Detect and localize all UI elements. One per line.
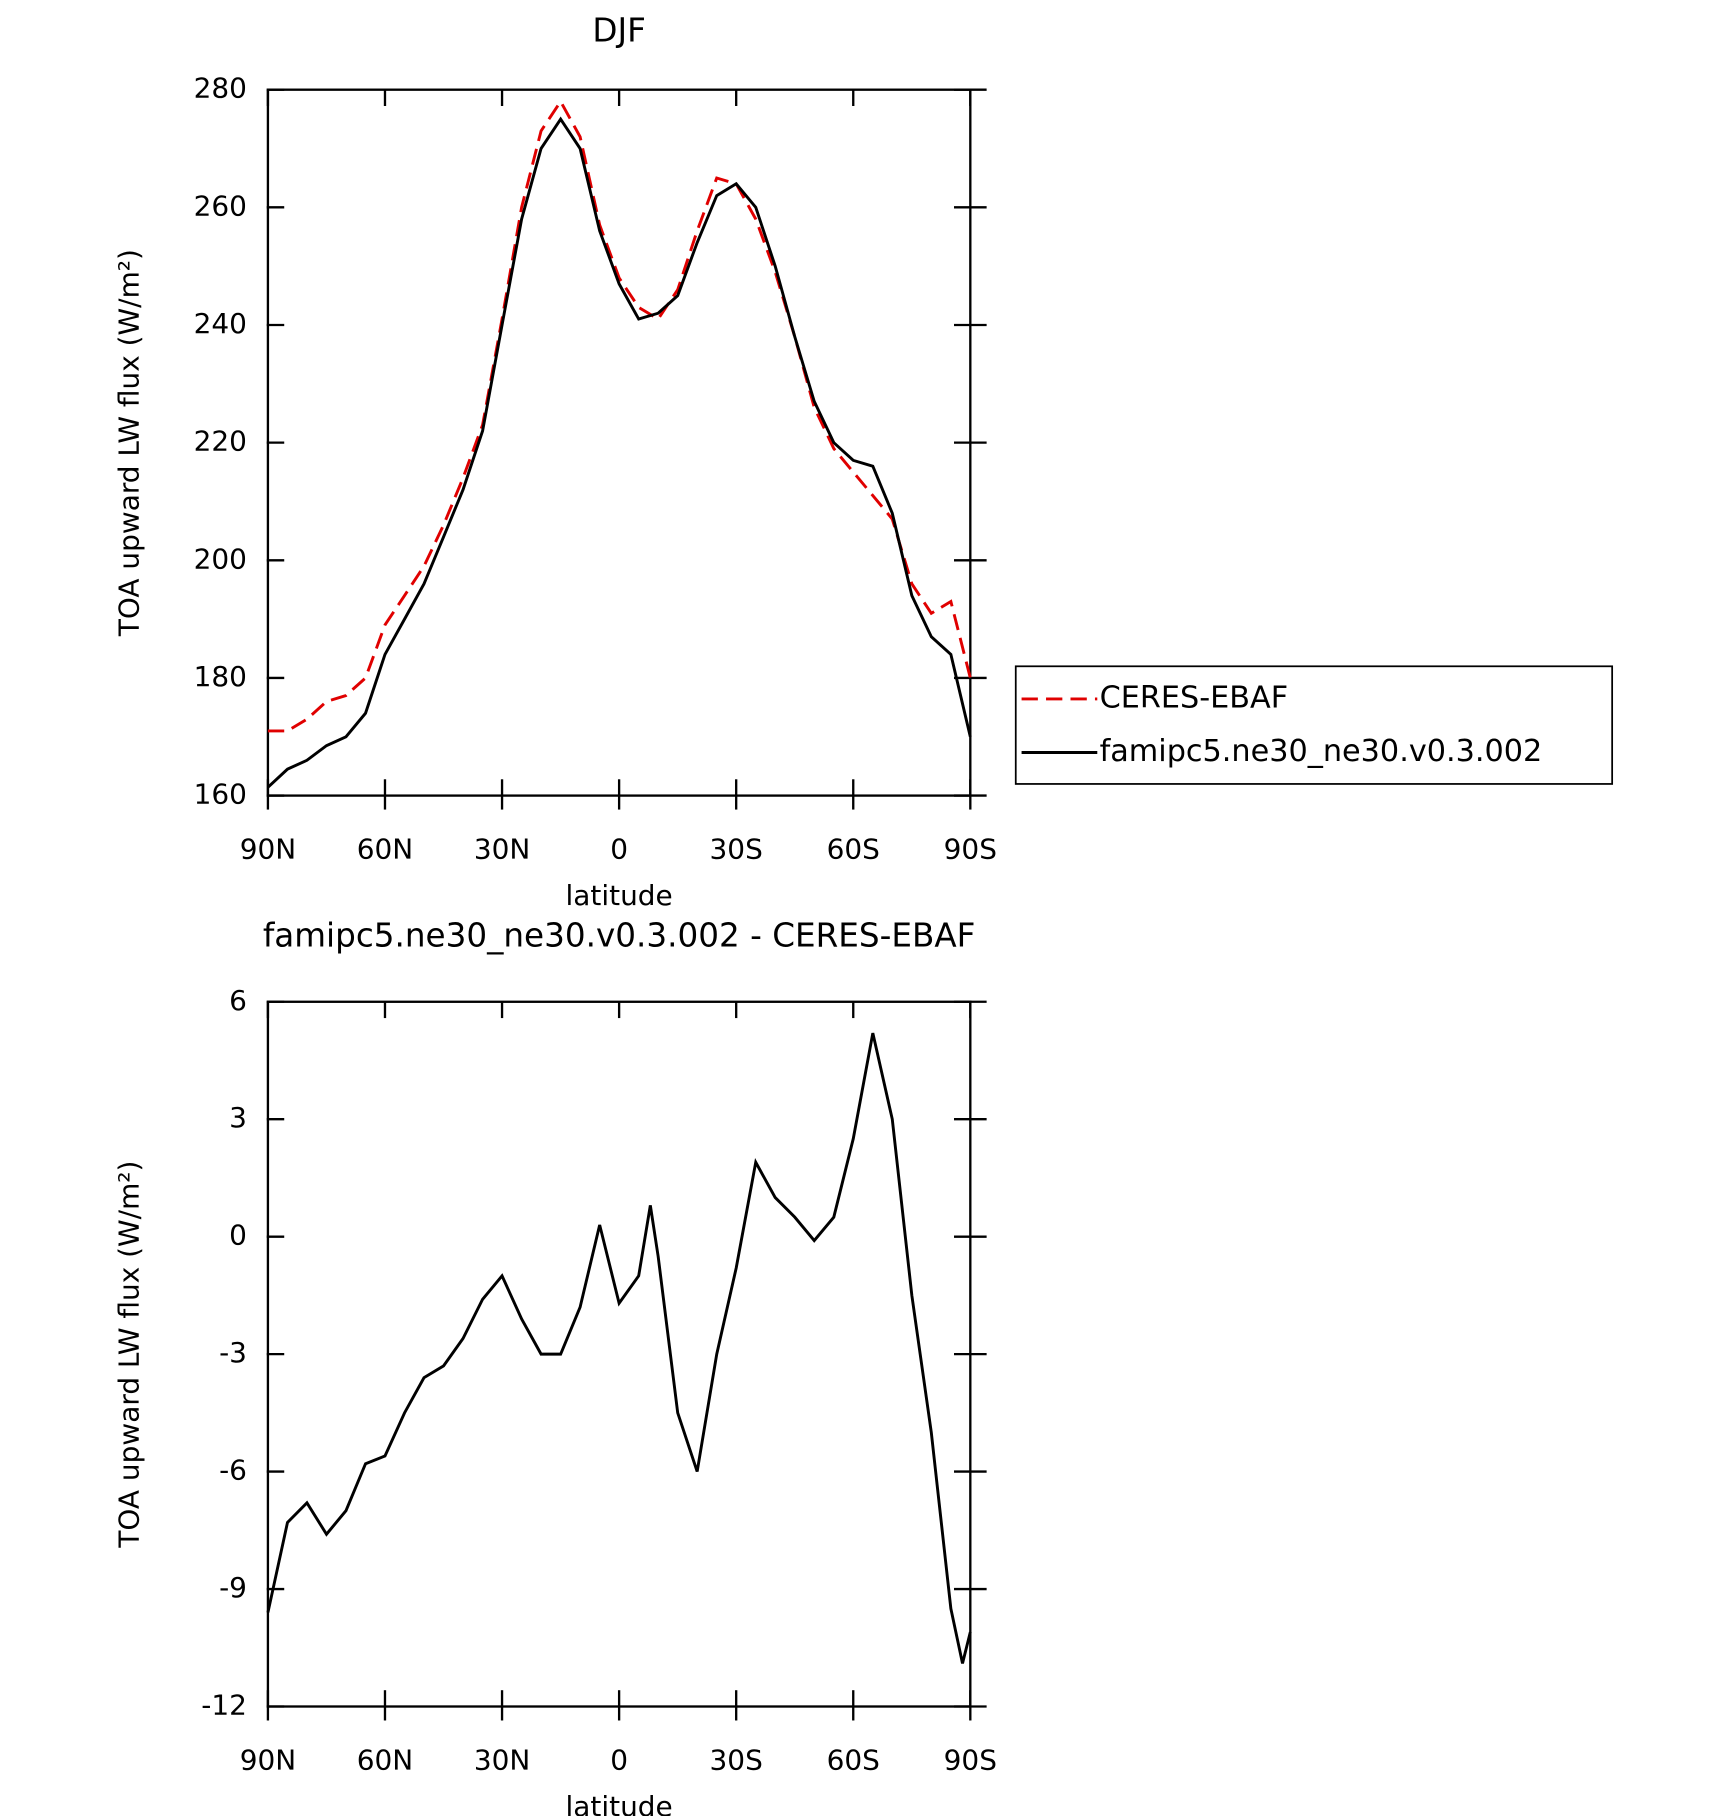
x-tick-label: 30S <box>710 1743 763 1776</box>
y-tick-label: 240 <box>194 307 247 340</box>
y-tick-label: 200 <box>194 542 247 575</box>
x-tick-label: 0 <box>610 832 628 865</box>
data-line <box>266 116 972 789</box>
data-line <box>266 1032 972 1664</box>
legend-label: famipc5.ne30_ne30.v0.3.002 <box>1100 734 1543 769</box>
y-tick-label: 3 <box>229 1101 247 1134</box>
x-tick-label: 30N <box>474 1743 530 1776</box>
y-tick-label: -3 <box>219 1336 247 1369</box>
x-tick-label: 0 <box>610 1743 628 1776</box>
x-tick-label: 90N <box>240 832 296 865</box>
x-tick-label: 90N <box>240 1743 296 1776</box>
y-tick-label: -9 <box>219 1571 247 1604</box>
plot-frame <box>266 1000 972 1708</box>
x-axis-label: latitude <box>566 1790 673 1816</box>
y-tick-label: 280 <box>194 72 247 105</box>
x-tick-label: 90S <box>944 1743 997 1776</box>
x-tick-label: 60S <box>827 832 880 865</box>
x-tick-label: 30S <box>710 832 763 865</box>
chart-title: DJF <box>592 12 645 50</box>
x-tick-label: 60N <box>357 1743 413 1776</box>
y-axis-label: TOA upward LW flux (W/m²) <box>112 249 145 637</box>
y-tick-label: 220 <box>194 425 247 458</box>
y-tick-label: -12 <box>201 1689 247 1722</box>
y-tick-label: 0 <box>229 1219 247 1252</box>
y-tick-label: -6 <box>219 1454 247 1487</box>
y-tick-label: 260 <box>194 189 247 222</box>
x-tick-label: 60N <box>357 832 413 865</box>
data-line <box>267 98 972 733</box>
y-tick-label: 180 <box>194 660 247 693</box>
x-axis-label: latitude <box>566 879 673 912</box>
x-tick-label: 30N <box>474 832 530 865</box>
y-tick-label: 160 <box>194 778 247 811</box>
x-tick-label: 60S <box>827 1743 880 1776</box>
chart-title: famipc5.ne30_ne30.v0.3.002 - CERES-EBAF <box>263 917 976 955</box>
y-tick-label: 6 <box>229 984 247 1017</box>
legend-box <box>1014 665 1614 785</box>
y-axis-label: TOA upward LW flux (W/m²) <box>112 1161 145 1549</box>
x-tick-label: 90S <box>944 832 997 865</box>
legend-label: CERES-EBAF <box>1100 680 1289 715</box>
